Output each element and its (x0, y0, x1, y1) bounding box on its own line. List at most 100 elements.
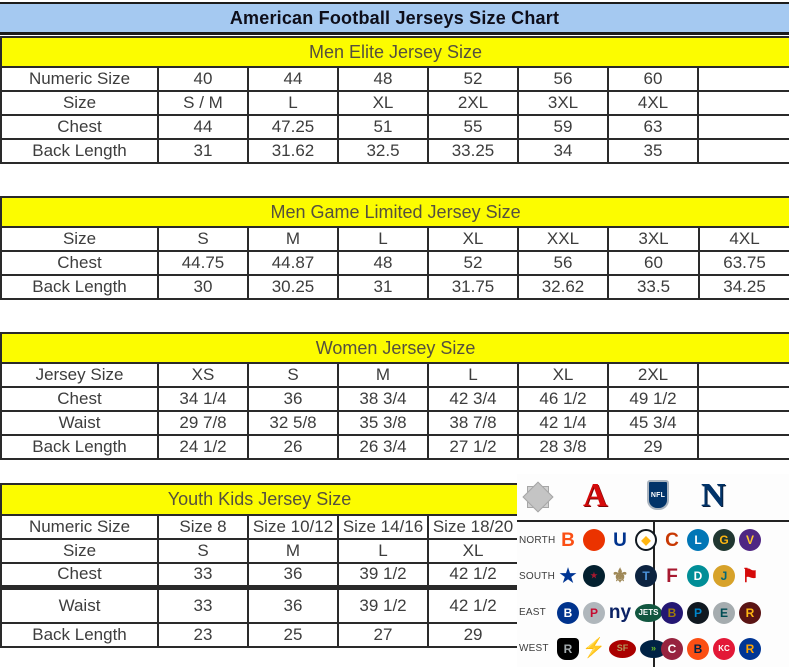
row-label: Numeric Size (0, 514, 159, 540)
bills-logo-icon: B (557, 601, 579, 624)
table-cell (696, 362, 789, 388)
table-row: Chest 44 47.25 51 55 59 63 (0, 114, 789, 140)
table-cell: 34 (517, 138, 609, 164)
table-cell (696, 66, 789, 92)
table-row: Chest 33 36 39 1/2 42 1/2 (0, 562, 520, 588)
table-row: Back Length 24 1/2 26 26 3/4 27 1/2 28 3/8 29 (0, 434, 789, 460)
table-cell: 39 1/2 (337, 584, 429, 624)
division-row-north: NORTH B U ◆ C L G V (517, 522, 789, 558)
division-row-south: SOUTH ★ ★ ⚜ T F D J ⚑ (517, 558, 789, 594)
packers-logo-icon: G (713, 529, 735, 552)
lions-logo-icon: L (687, 529, 709, 552)
table-cell: 46 1/2 (517, 386, 609, 412)
table-cell: 59 (517, 114, 609, 140)
table-cell: 29 (607, 434, 699, 460)
table-cell (696, 410, 789, 436)
table-cell: 34 1/4 (157, 386, 249, 412)
table-cell: 26 (247, 434, 339, 460)
table-cell: 26 3/4 (337, 434, 429, 460)
table-cell: 42 1/2 (426, 562, 520, 588)
table-cell: 3XL (607, 226, 700, 252)
raiders-logo-icon: R (557, 637, 579, 660)
table-cell: Size 14/16 (337, 514, 429, 540)
row-label: Jersey Size (0, 362, 159, 388)
division-label: SOUTH (519, 570, 555, 582)
conference-logo-strip: A NFL N (517, 474, 789, 522)
table-cell: 44.87 (247, 250, 339, 276)
ravens-logo-icon: B (661, 601, 683, 624)
table-cell: 40 (157, 66, 249, 92)
table-cell: Size 8 (157, 514, 249, 540)
table-cell: 33 (157, 562, 249, 588)
dolphins-logo-icon: D (687, 565, 709, 588)
division-label: NORTH (519, 534, 556, 546)
table-cell: 55 (427, 114, 519, 140)
table-cell: XS (157, 362, 249, 388)
section-header: Men Elite Jersey Size (0, 36, 789, 68)
nfl-shield-icon: NFL (647, 480, 669, 510)
table-cell: 4XL (607, 90, 699, 116)
table-cell: 60 (607, 66, 699, 92)
table-cell: 35 3/8 (337, 410, 429, 436)
table-cell: 33.5 (607, 274, 700, 300)
table-cell: 38 7/8 (427, 410, 519, 436)
row-label: Back Length (0, 138, 159, 164)
table-cell: 63.75 (697, 250, 789, 276)
table-cell: M (337, 362, 429, 388)
table-cell: 25 (247, 622, 339, 648)
saints-logo-icon: ⚜ (611, 565, 629, 587)
broncos-logo-icon: B (687, 637, 709, 660)
table-cell (696, 386, 789, 412)
table-cell: XL (426, 538, 520, 564)
table-cell: M (247, 226, 339, 252)
table-cell: 30.25 (247, 274, 339, 300)
row-label: Numeric Size (0, 66, 159, 92)
table-row: Jersey Size XS S M L XL 2XL (0, 362, 789, 388)
patriots-logo-icon: P (583, 601, 605, 624)
row-label: Chest (0, 562, 159, 588)
table-row: Chest 44.75 44.87 48 52 56 60 63.75 (0, 250, 789, 276)
table-cell: 42 1/4 (517, 410, 609, 436)
row-label: Back Length (0, 274, 159, 300)
table-cell: Size 10/12 (247, 514, 339, 540)
table-cell: XL (517, 362, 609, 388)
table-cell (696, 90, 789, 116)
afc-team-group: R ⚡ SF» (557, 637, 667, 660)
size-table-youth-kids: Youth Kids Jersey Size Numeric Size Size 8… (0, 483, 520, 648)
table-cell: L (247, 90, 339, 116)
table-cell: 35 (607, 138, 699, 164)
table-row: Size S M L XL XXL 3XL 4XL (0, 226, 789, 252)
table-row: Chest 34 1/4 36 38 3/4 42 3/4 46 1/2 49 1/2 (0, 386, 789, 412)
table-cell: 49 1/2 (607, 386, 699, 412)
table-cell: 44.75 (157, 250, 249, 276)
table-cell: 31.75 (427, 274, 519, 300)
table-cell: 36 (247, 562, 339, 588)
chart-title-bar: American Football Jerseys Size Chart (0, 2, 789, 35)
section-header: Men Game Limited Jersey Size (0, 196, 789, 228)
table-cell: XL (337, 90, 429, 116)
table-cell (696, 138, 789, 164)
row-label: Size (0, 90, 159, 116)
table-cell (696, 434, 789, 460)
row-label: Waist (0, 410, 159, 436)
table-cell: Size 18/20 (426, 514, 520, 540)
table-cell: 60 (607, 250, 700, 276)
giants-logo-icon: ny (608, 602, 632, 624)
afc-team-group: ★ ★ ⚜ T (557, 565, 657, 588)
table-cell: 2XL (427, 90, 519, 116)
rams-logo-icon: R (739, 637, 761, 660)
jets-logo-icon: JETS (635, 603, 662, 622)
table-row: Back Length 31 31.62 32.5 33.25 34 35 (0, 138, 789, 164)
chargers-logo-icon: ⚡ (582, 638, 606, 660)
table-row: Back Length 23 25 27 29 (0, 622, 520, 648)
table-cell: 32.62 (517, 274, 609, 300)
49ers-logo-icon: SF (609, 639, 636, 658)
table-row: Numeric Size 40 44 48 52 56 60 (0, 66, 789, 92)
table-cell: L (427, 362, 519, 388)
table-cell: 44 (247, 66, 339, 92)
jaguars-logo-icon: J (713, 565, 735, 588)
